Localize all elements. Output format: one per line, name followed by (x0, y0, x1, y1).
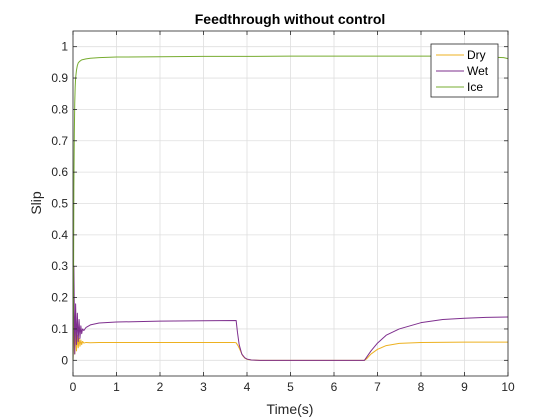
legend-label-ice: Ice (467, 80, 483, 94)
x-axis-label: Time(s) (267, 401, 314, 417)
x-tick-label: 9 (461, 380, 468, 394)
x-tick-label: 10 (501, 380, 515, 394)
y-tick-label: 0.8 (51, 102, 68, 116)
chart-title: Feedthrough without control (195, 11, 386, 27)
y-tick-label: 0.2 (51, 291, 68, 305)
y-tick-label: 0.1 (51, 322, 68, 336)
x-tick-label: 1 (113, 380, 120, 394)
y-tick-label: 0 (61, 353, 68, 367)
y-tick-label: 0.3 (51, 259, 68, 273)
x-tick-label: 2 (157, 380, 164, 394)
x-tick-label: 6 (331, 380, 338, 394)
series-line-ice (72, 55, 509, 361)
x-tick-label: 4 (244, 380, 251, 394)
y-tick-label: 0.9 (51, 71, 68, 85)
x-tick-label: 7 (374, 380, 381, 394)
series-line-wet (72, 265, 509, 361)
legend-label-wet: Wet (467, 64, 489, 78)
y-axis-label: Slip (28, 191, 44, 215)
x-tick-label: 8 (418, 380, 425, 394)
y-tick-label: 0.4 (51, 228, 68, 242)
ticks: 0 1 2 3 4 5 6 7 8 9 10 0 0.1 0.2 0.3 0.4 0.5 0.6 0.7 0.8 0.9… (51, 31, 515, 394)
x-tick-label: 5 (287, 380, 294, 394)
y-tick-label: 0.6 (51, 165, 68, 179)
x-tick-label: 0 (70, 380, 77, 394)
y-tick-label: 0.5 (51, 197, 68, 211)
series-lines (72, 55, 509, 361)
series-line-dry (72, 322, 508, 361)
legend-label-dry: Dry (467, 48, 486, 62)
legend: Dry Wet Ice (430, 43, 499, 98)
y-tick-label: 1 (61, 40, 68, 54)
x-tick-label: 3 (200, 380, 207, 394)
y-tick-label: 0.7 (51, 134, 68, 148)
